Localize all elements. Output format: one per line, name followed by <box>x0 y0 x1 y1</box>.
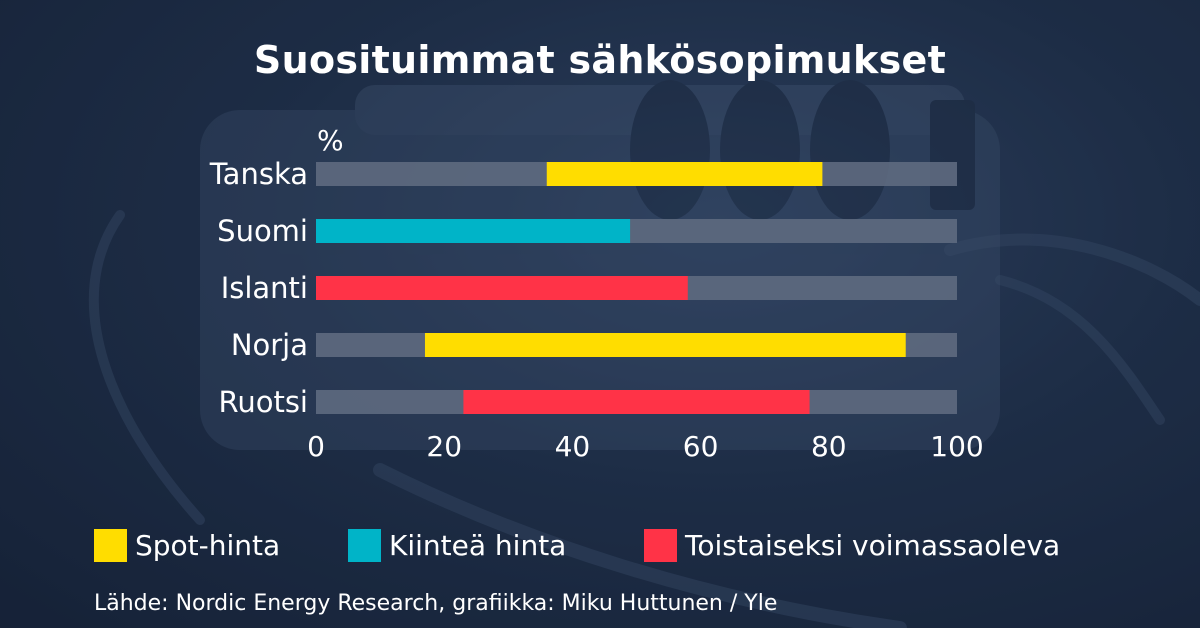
category-label-suomi: Suomi <box>217 214 308 248</box>
category-label-norja: Norja <box>231 328 308 362</box>
chart-title: Suosituimmat sähkösopimukset <box>253 38 947 82</box>
legend: Spot-hinta Kiinteä hinta Toistaiseksi vo… <box>94 523 1154 567</box>
bar-tanska <box>546 162 823 186</box>
category-label-islanti: Islanti <box>221 271 308 305</box>
bar-islanti <box>316 276 688 300</box>
unit-label: % <box>317 124 344 157</box>
bar-ruotsi <box>463 390 810 414</box>
x-tick-100: 100 <box>930 430 983 463</box>
legend-label-fixed: Kiinteä hinta <box>389 528 567 562</box>
legend-swatch-fixed <box>348 528 381 562</box>
bar-norja <box>424 333 906 357</box>
x-tick-20: 20 <box>426 430 462 463</box>
legend-label-spot: Spot-hinta <box>135 528 281 562</box>
bar-suomi <box>316 219 631 243</box>
source-note: Lähde: Nordic Energy Research, grafiikka… <box>94 591 778 616</box>
legend-item-fixed: Kiinteä hinta <box>348 523 566 567</box>
x-tick-0: 0 <box>307 430 325 463</box>
legend-label-open: Toistaiseksi voimassaoleva <box>685 528 1061 562</box>
x-tick-60: 60 <box>683 430 719 463</box>
legend-item-spot: Spot-hinta <box>94 523 280 567</box>
legend-swatch-spot <box>94 528 127 562</box>
category-label-ruotsi: Ruotsi <box>218 385 308 419</box>
legend-item-open: Toistaiseksi voimassaoleva <box>644 523 1060 567</box>
legend-swatch-open <box>644 528 677 562</box>
x-tick-40: 40 <box>555 430 591 463</box>
x-tick-80: 80 <box>811 430 847 463</box>
category-label-tanska: Tanska <box>209 157 308 191</box>
